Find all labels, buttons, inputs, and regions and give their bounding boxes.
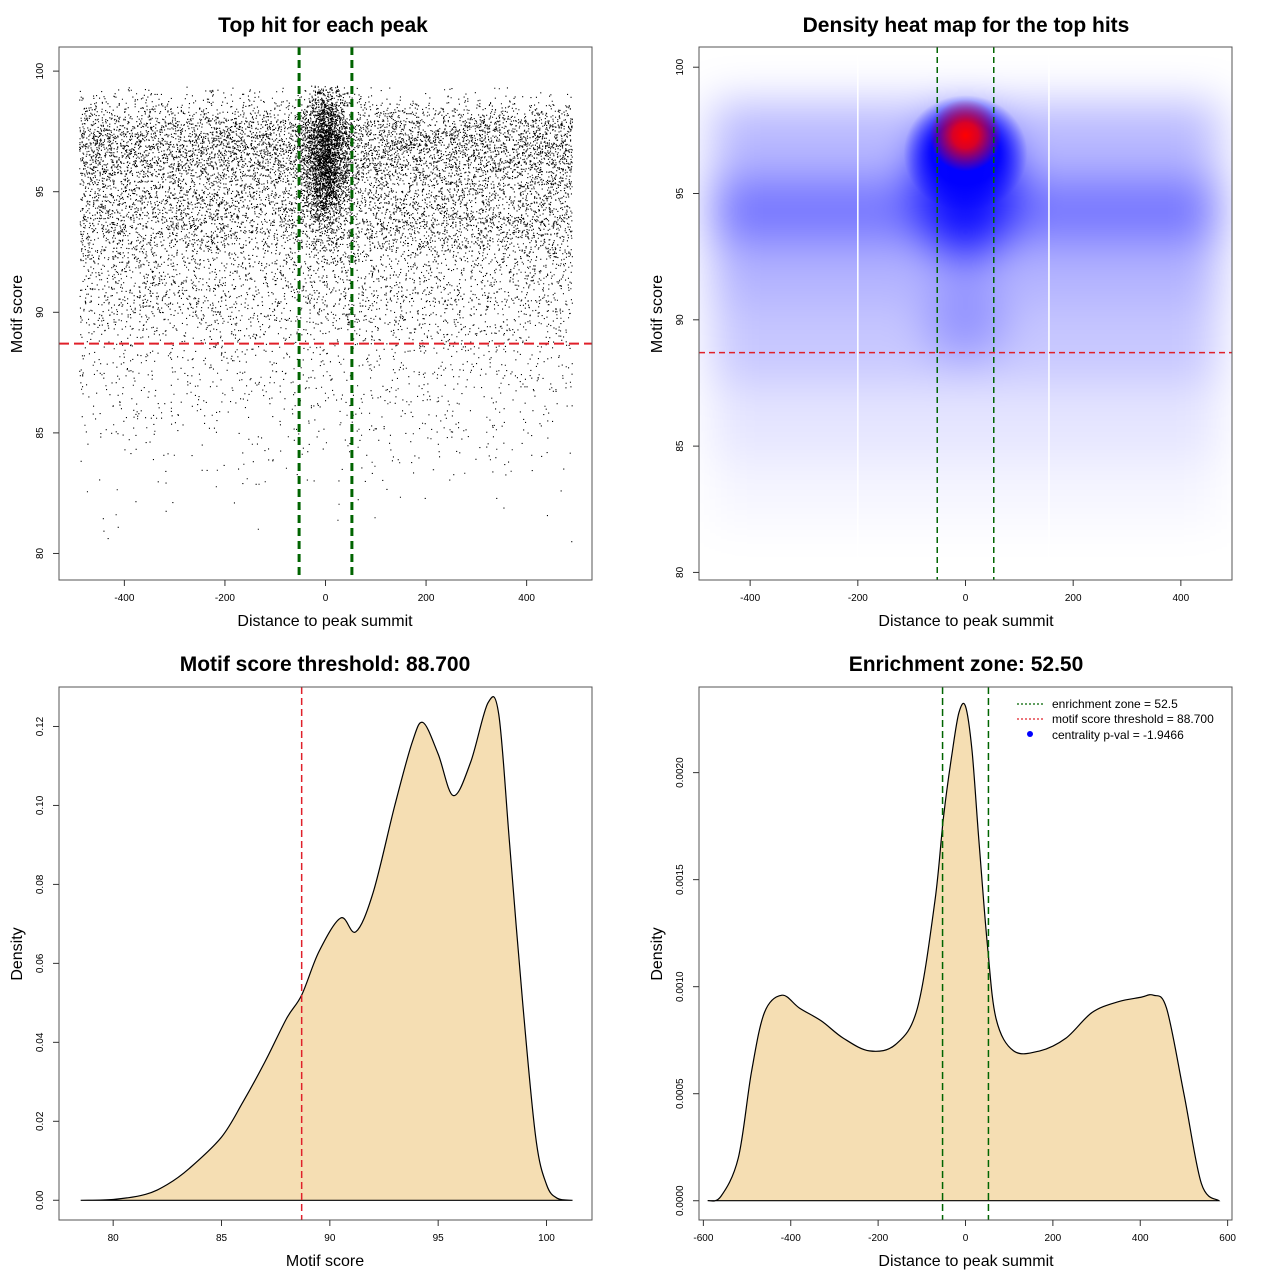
distance-density-title: Enrichment zone: 52.50 bbox=[849, 653, 1084, 676]
heatmap-panel: Density heat map for the top hits -400 -2… bbox=[649, 14, 1233, 630]
y-tick-label: 0.0010 bbox=[675, 971, 686, 1002]
y-tick-label: 85 bbox=[35, 427, 46, 439]
scatter-axes: -400 -200 0 200 400 80 85 90 95 100 bbox=[35, 62, 535, 604]
heatmap-density-band bbox=[712, 458, 1219, 522]
x-tick-label: -600 bbox=[693, 1233, 713, 1244]
scatter-point-cloud bbox=[79, 85, 573, 543]
x-tick-label: 400 bbox=[518, 593, 535, 604]
heatmap-density-band bbox=[712, 382, 1219, 459]
legend-zone-label: enrichment zone = 52.5 bbox=[1052, 697, 1178, 711]
x-tick-label: 85 bbox=[216, 1233, 228, 1244]
y-tick-label: 0.0020 bbox=[675, 757, 686, 788]
x-tick-label: -400 bbox=[781, 1233, 801, 1244]
y-tick-label: 95 bbox=[35, 186, 46, 198]
scatter-panel: Top hit for each peak -400 -200 0 200 400 80 8… bbox=[9, 14, 593, 630]
x-tick-label: 400 bbox=[1173, 593, 1190, 604]
score-density-curve bbox=[80, 696, 573, 1201]
x-tick-label: 200 bbox=[418, 593, 435, 604]
y-tick-label: 0.0015 bbox=[675, 864, 686, 895]
legend-pval-label: centrality p-val = -1.9466 bbox=[1052, 728, 1184, 742]
y-tick-label: 0.10 bbox=[35, 795, 46, 815]
x-tick-label: 0 bbox=[323, 593, 329, 604]
y-tick-label: 0.04 bbox=[35, 1032, 46, 1052]
score-density-x-axis-label: Motif score bbox=[286, 1253, 364, 1270]
heatmap-axes: -400 -200 0 200 400 80 85 90 95 100 bbox=[675, 58, 1190, 604]
x-tick-label: 95 bbox=[433, 1233, 445, 1244]
distance-density-axes: -600 -400 -200 0 200 400 600 0.0000 0.0005 0.0010… bbox=[675, 757, 1236, 1244]
heatmap-area bbox=[699, 47, 1232, 580]
x-tick-label: 600 bbox=[1219, 1233, 1236, 1244]
y-tick-label: 90 bbox=[35, 306, 46, 318]
heatmap-x-axis-label: Distance to peak summit bbox=[878, 613, 1054, 630]
x-tick-label: -200 bbox=[215, 593, 235, 604]
x-tick-label: -400 bbox=[114, 593, 134, 604]
distance-density-guides bbox=[941, 687, 990, 1220]
y-tick-label: 0.02 bbox=[35, 1111, 46, 1131]
x-tick-label: 200 bbox=[1045, 1233, 1062, 1244]
heatmap-peak bbox=[929, 99, 1002, 172]
y-tick-label: 100 bbox=[35, 62, 46, 79]
score-density-title: Motif score threshold: 88.700 bbox=[180, 653, 471, 676]
heatmap-secondary-blob bbox=[927, 279, 1004, 360]
scatter-guides bbox=[59, 47, 592, 580]
score-density-axes: 80 85 90 95 100 0.00 0.02 0.04 0.06 0.08 0.10 0.12 bbox=[35, 716, 555, 1244]
heatmap-title: Density heat map for the top hits bbox=[803, 14, 1130, 37]
legend-pval-marker bbox=[1027, 731, 1033, 737]
scatter-x-axis-label: Distance to peak summit bbox=[237, 613, 413, 630]
x-tick-label: 0 bbox=[963, 593, 969, 604]
heatmap-guides bbox=[699, 47, 1232, 580]
y-tick-label: 85 bbox=[675, 440, 686, 452]
y-tick-label: 0.0000 bbox=[675, 1185, 686, 1216]
heatmap-y-axis-label: Motif score bbox=[649, 275, 666, 353]
score-density-y-axis-label: Density bbox=[9, 927, 26, 980]
x-tick-label: 200 bbox=[1065, 593, 1082, 604]
scatter-title: Top hit for each peak bbox=[218, 14, 428, 37]
x-tick-label: 80 bbox=[108, 1233, 120, 1244]
y-tick-label: 0.12 bbox=[35, 716, 46, 736]
score-density-panel: Motif score threshold: 88.700 80 85 90 95 10… bbox=[9, 653, 593, 1270]
scatter-plot-frame bbox=[58, 46, 593, 581]
distance-density-y-axis-label: Density bbox=[649, 927, 666, 980]
distance-density-curve bbox=[707, 702, 1221, 1202]
heatmap-hotspot bbox=[857, 47, 1050, 580]
legend-threshold-label: motif score threshold = 88.700 bbox=[1052, 712, 1214, 726]
x-tick-label: -200 bbox=[848, 593, 868, 604]
distance-density-x-axis-label: Distance to peak summit bbox=[878, 1253, 1054, 1270]
x-tick-label: 90 bbox=[324, 1233, 336, 1244]
legend: enrichment zone = 52.5 motif score thres… bbox=[1017, 697, 1214, 742]
y-tick-label: 90 bbox=[675, 314, 686, 326]
y-tick-label: 80 bbox=[35, 547, 46, 559]
x-tick-label: -400 bbox=[740, 593, 760, 604]
y-tick-label: 0.06 bbox=[35, 953, 46, 973]
score-density-plot-frame bbox=[58, 686, 593, 1221]
y-tick-label: 95 bbox=[675, 188, 686, 200]
scatter-points bbox=[79, 85, 573, 543]
scatter-y-axis-label: Motif score bbox=[9, 275, 26, 353]
x-tick-label: 100 bbox=[538, 1233, 555, 1244]
y-tick-label: 0.00 bbox=[35, 1190, 46, 1210]
y-tick-label: 0.0005 bbox=[675, 1078, 686, 1109]
x-tick-label: -200 bbox=[868, 1233, 888, 1244]
y-tick-label: 0.08 bbox=[35, 874, 46, 894]
distance-density-panel: Enrichment zone: 52.50 -600 -400 -200 0 200 4… bbox=[649, 653, 1236, 1270]
y-tick-label: 100 bbox=[675, 58, 686, 75]
x-tick-label: 0 bbox=[963, 1233, 969, 1244]
y-tick-label: 80 bbox=[675, 566, 686, 578]
x-tick-label: 400 bbox=[1132, 1233, 1149, 1244]
